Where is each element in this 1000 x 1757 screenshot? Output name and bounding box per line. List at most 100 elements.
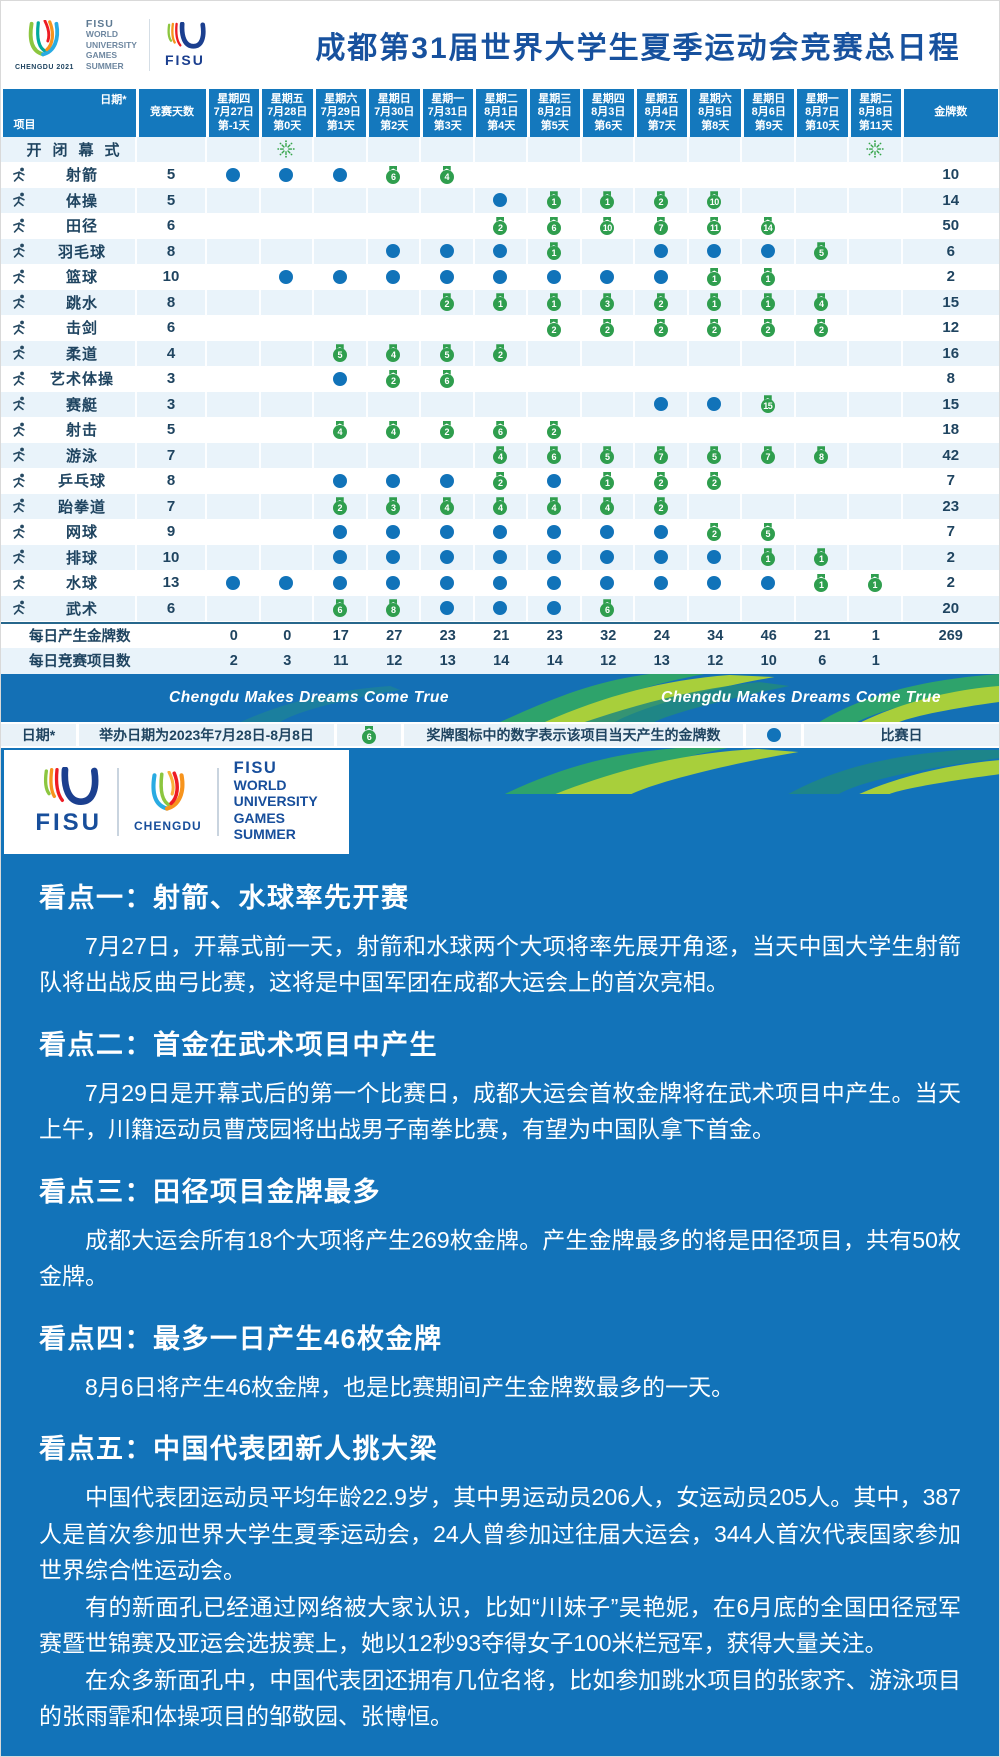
judo-pictogram bbox=[13, 345, 25, 360]
competition-day-dot bbox=[600, 524, 615, 539]
table-row: 柔道 4 5 4 5 2 16 bbox=[1, 341, 999, 367]
legend-dot-note: 比赛日 bbox=[804, 723, 999, 746]
medal-ribbon bbox=[763, 548, 772, 554]
gold-medal-icon: 1 bbox=[707, 267, 722, 286]
competition-day-dot bbox=[760, 244, 775, 259]
table-row: 游泳 7 4 6 5 7 5 7 8 42 bbox=[1, 443, 999, 469]
taekwondo-pictogram bbox=[13, 498, 25, 513]
competition-days: 8 bbox=[137, 290, 207, 316]
schedule-cell: 2 bbox=[314, 494, 368, 520]
medal-gold-count: 15 bbox=[760, 399, 775, 414]
medal-gold-count: 6 bbox=[600, 603, 615, 618]
medal-ribbon bbox=[817, 293, 826, 299]
date-label: 8月8日 bbox=[858, 106, 893, 119]
sport-name: 赛艇 bbox=[65, 396, 98, 414]
schedule-cell bbox=[795, 519, 849, 545]
gold-medal-icon: 1 bbox=[600, 471, 615, 490]
gold-count: 15 bbox=[902, 392, 999, 418]
medal-ribbon bbox=[496, 216, 505, 222]
schedule-cell bbox=[260, 366, 314, 392]
medal-gold-count: 1 bbox=[867, 577, 882, 592]
schedule-cell: 6 bbox=[314, 596, 368, 622]
gold-count: 18 bbox=[902, 418, 999, 443]
schedule-cell: 2 bbox=[581, 315, 635, 341]
competition-day-dot bbox=[766, 727, 781, 742]
schedule-cell: 2 bbox=[421, 290, 475, 316]
gold-medal-icon: 8 bbox=[386, 599, 401, 618]
gold-medal-icon: 4 bbox=[814, 293, 829, 312]
medal-gold-count: 1 bbox=[546, 246, 561, 261]
schedule-cell: 2 bbox=[528, 315, 582, 341]
fisu-wordmark-line: UNIVERSITY bbox=[85, 39, 137, 50]
sport-label-cell: 柔道 bbox=[1, 341, 137, 367]
gold-medal-icon: 1 bbox=[493, 293, 508, 312]
gold-medal-icon: 2 bbox=[707, 318, 722, 337]
competition-day-dot bbox=[225, 575, 240, 590]
chengdu-2021-caption: CHENGDU 2021 bbox=[15, 63, 74, 71]
weekday-label: 星期五 bbox=[270, 92, 304, 105]
medal-gold-count: 2 bbox=[546, 322, 561, 337]
summary-value: 0 bbox=[229, 627, 238, 644]
gold-medal-icon: 10 bbox=[600, 216, 615, 235]
gold-medal-icon: 2 bbox=[546, 318, 561, 337]
highlights-section: FISU CHENGDU FISU WORLD bbox=[1, 747, 999, 1756]
fisu-wordmark: FISU WORLD UNIVERSITY GAMES SUMMER bbox=[86, 19, 137, 72]
medal-ribbon bbox=[656, 471, 665, 477]
gold-medal-icon: 2 bbox=[814, 318, 829, 337]
schedule-cell bbox=[849, 468, 903, 494]
table-row: 开闭幕式 bbox=[1, 137, 999, 163]
gold-medal-icon: 3 bbox=[600, 293, 615, 312]
schedule-cell bbox=[795, 596, 849, 622]
competition-day-dot bbox=[279, 167, 294, 182]
gold-medal-icon: 3 bbox=[386, 497, 401, 516]
summary-value: 14 bbox=[546, 652, 563, 669]
medal-gold-count: 1 bbox=[814, 552, 829, 567]
fisu-wordmark-line: FISU bbox=[233, 759, 278, 778]
medal-ribbon bbox=[710, 293, 719, 299]
gold-medal-icon: 4 bbox=[439, 165, 454, 184]
schedule-cell bbox=[314, 443, 368, 469]
weekday-label: 星期三 bbox=[538, 92, 572, 105]
schedule-cell bbox=[367, 315, 421, 341]
competition-day-dot bbox=[332, 575, 347, 590]
fisu-wordmark-line: SUMMER bbox=[233, 826, 296, 843]
gold-count: 8 bbox=[902, 367, 999, 392]
schedule-cell: 6 bbox=[367, 162, 421, 188]
gold-medal-icon: 4 bbox=[600, 497, 615, 516]
competition-days: 6 bbox=[137, 596, 207, 622]
schedule-cell bbox=[260, 213, 314, 239]
medal-gold-count: 7 bbox=[653, 220, 668, 235]
schedule-cell: 5 bbox=[742, 519, 796, 545]
schedule-cell bbox=[528, 519, 582, 545]
competition-day-dot bbox=[546, 601, 561, 616]
day-number-label: 第5天 bbox=[540, 119, 569, 132]
page-title: 成都第31届世界大学生夏季运动会竞赛总日程 bbox=[315, 32, 961, 65]
content-waves-decoration bbox=[504, 747, 999, 794]
schedule-cell bbox=[528, 162, 582, 188]
medal-gold-count: 7 bbox=[653, 450, 668, 465]
gold-medal-icon: 4 bbox=[493, 446, 508, 465]
competition-day-dot bbox=[653, 550, 668, 565]
schedule-cell: 1 bbox=[528, 239, 582, 265]
day-column-header: 星期五 8月4日 第7天 bbox=[636, 89, 687, 137]
competition-day-dot bbox=[760, 575, 775, 590]
schedule-cell: 4 bbox=[474, 494, 528, 520]
schedule-cell bbox=[581, 341, 635, 367]
medal-gold-count: 2 bbox=[707, 322, 722, 337]
schedule-cell: 1 bbox=[742, 290, 796, 316]
schedule-cell bbox=[314, 315, 368, 341]
schedule-cell: 1 bbox=[742, 264, 796, 290]
schedule-cell bbox=[635, 366, 689, 392]
schedule-cell bbox=[742, 570, 796, 596]
gold-column-label: 金牌数 bbox=[934, 106, 968, 119]
gold-medal-icon: 2 bbox=[707, 471, 722, 490]
section-paragraph: 成都大运会所有18个大项将产生269枚金牌。产生金牌最多的将是田径项目，共有50… bbox=[39, 1226, 961, 1290]
gold-medal-icon: 2 bbox=[707, 522, 722, 541]
schedule-cell bbox=[314, 366, 368, 392]
summary-value: 1 bbox=[871, 627, 880, 644]
competition-day-dot bbox=[653, 244, 668, 259]
medal-gold-count: 7 bbox=[760, 450, 775, 465]
medal-ribbon bbox=[603, 471, 612, 477]
weekday-label: 星期二 bbox=[859, 92, 893, 105]
gold-count: 42 bbox=[902, 443, 999, 469]
